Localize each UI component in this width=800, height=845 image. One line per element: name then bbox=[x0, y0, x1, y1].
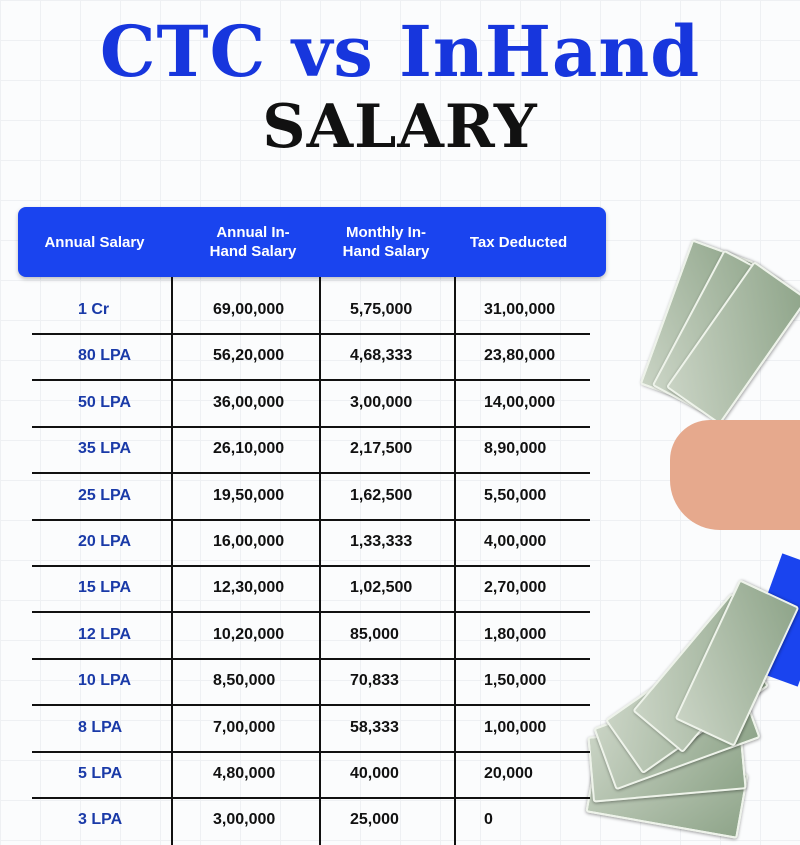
table-row: 12 LPA 10,20,000 85,000 1,80,000 bbox=[32, 612, 590, 660]
cell-annual-inhand: 69,00,000 bbox=[213, 301, 285, 318]
cell-tax-deducted: 8,90,000 bbox=[484, 440, 547, 458]
table-header: Annual Salary Annual In-Hand Salary Mont… bbox=[18, 207, 606, 277]
cell-annual-inhand: 4,80,000 bbox=[213, 765, 276, 782]
cell-monthly-inhand: 5,75,000 bbox=[350, 301, 413, 318]
column-divider bbox=[454, 245, 456, 845]
fanned-bills-image bbox=[570, 553, 800, 845]
cell-annual-salary: 5 LPA bbox=[78, 765, 123, 782]
cell-tax-deducted: 2,70,000 bbox=[484, 579, 547, 597]
header-monthly-inhand: Monthly In-Hand Salary bbox=[342, 224, 430, 260]
cell-annual-salary: 8 LPA bbox=[78, 718, 123, 736]
cell-monthly-inhand: 85,000 bbox=[350, 625, 399, 643]
cell-annual-inhand: 8,50,000 bbox=[213, 672, 276, 690]
cell-annual-salary: 50 LPA bbox=[78, 393, 132, 411]
cell-monthly-inhand: 40,000 bbox=[350, 765, 399, 782]
cell-annual-salary: 80 LPA bbox=[78, 347, 132, 365]
cell-tax-deducted: 1,80,000 bbox=[484, 625, 547, 643]
cell-annual-salary: 20 LPA bbox=[78, 533, 132, 550]
header-annual-salary: Annual Salary bbox=[44, 233, 145, 251]
table-row: 3 LPA 3,00,000 25,000 0 bbox=[32, 797, 590, 843]
table-row: 1 Cr 69,00,000 5,75,000 31,00,000 bbox=[32, 287, 590, 335]
table-row: 50 LPA 36,00,000 3,00,000 14,00,000 bbox=[32, 380, 590, 428]
table-row: 25 LPA 19,50,000 1,62,500 5,50,000 bbox=[32, 473, 590, 521]
cell-tax-deducted: 1,00,000 bbox=[484, 718, 547, 736]
cell-monthly-inhand: 70,833 bbox=[350, 672, 399, 690]
cell-monthly-inhand: 2,17,500 bbox=[350, 440, 413, 458]
cell-tax-deducted: 31,00,000 bbox=[484, 301, 556, 318]
cell-annual-inhand: 26,10,000 bbox=[213, 440, 285, 458]
cell-monthly-inhand: 1,33,333 bbox=[350, 533, 413, 550]
cell-annual-salary: 1 Cr bbox=[78, 301, 110, 318]
money-hand-image bbox=[600, 230, 800, 550]
table-row: 8 LPA 7,00,000 58,333 1,00,000 bbox=[32, 705, 590, 753]
cell-monthly-inhand: 1,02,500 bbox=[350, 579, 413, 597]
table-row: 10 LPA 8,50,000 70,833 1,50,000 bbox=[32, 658, 590, 707]
table-row: 15 LPA 12,30,000 1,02,500 2,70,000 bbox=[32, 565, 590, 614]
cell-annual-inhand: 12,30,000 bbox=[213, 579, 285, 597]
title-line-2: SALARY bbox=[262, 92, 538, 162]
cell-monthly-inhand: 1,62,500 bbox=[350, 486, 413, 504]
table-row: 5 LPA 4,80,000 40,000 20,000 bbox=[32, 751, 590, 799]
cell-annual-inhand: 10,20,000 bbox=[213, 625, 285, 643]
cell-annual-inhand: 16,00,000 bbox=[213, 533, 285, 550]
table-row: 35 LPA 26,10,000 2,17,500 8,90,000 bbox=[32, 426, 590, 475]
cell-annual-salary: 12 LPA bbox=[78, 625, 132, 643]
cell-annual-salary: 25 LPA bbox=[78, 486, 132, 504]
cell-tax-deducted: 1,50,000 bbox=[484, 672, 547, 690]
header-tax-deducted: Tax Deducted bbox=[469, 233, 568, 251]
cell-tax-deducted: 20,000 bbox=[484, 765, 533, 782]
cell-monthly-inhand: 58,333 bbox=[350, 718, 399, 736]
cell-tax-deducted: 14,00,000 bbox=[484, 393, 556, 411]
table-row: 20 LPA 16,00,000 1,33,333 4,00,000 bbox=[32, 519, 590, 567]
column-divider bbox=[319, 245, 321, 845]
cell-annual-salary: 35 LPA bbox=[78, 440, 132, 458]
cell-annual-inhand: 56,20,000 bbox=[213, 347, 285, 365]
cell-tax-deducted: 23,80,000 bbox=[484, 347, 556, 365]
cell-annual-salary: 3 LPA bbox=[78, 811, 123, 829]
cell-annual-inhand: 36,00,000 bbox=[213, 393, 285, 411]
table-row: 80 LPA 56,20,000 4,68,333 23,80,000 bbox=[32, 333, 590, 382]
cell-monthly-inhand: 25,000 bbox=[350, 811, 399, 829]
cell-tax-deducted: 5,50,000 bbox=[484, 486, 547, 504]
cell-monthly-inhand: 3,00,000 bbox=[350, 393, 413, 411]
title-line-1: CTC vs InHand bbox=[99, 10, 701, 93]
cell-annual-inhand: 19,50,000 bbox=[213, 486, 285, 504]
cell-tax-deducted: 4,00,000 bbox=[484, 533, 547, 550]
column-divider bbox=[171, 245, 173, 845]
header-annual-inhand: Annual In-Hand Salary bbox=[209, 224, 297, 260]
cell-tax-deducted: 0 bbox=[484, 811, 493, 829]
cell-annual-inhand: 7,00,000 bbox=[213, 718, 276, 736]
cell-annual-inhand: 3,00,000 bbox=[213, 811, 276, 829]
cell-annual-salary: 10 LPA bbox=[78, 672, 132, 690]
cell-monthly-inhand: 4,68,333 bbox=[350, 347, 413, 365]
cell-annual-salary: 15 LPA bbox=[78, 579, 132, 597]
